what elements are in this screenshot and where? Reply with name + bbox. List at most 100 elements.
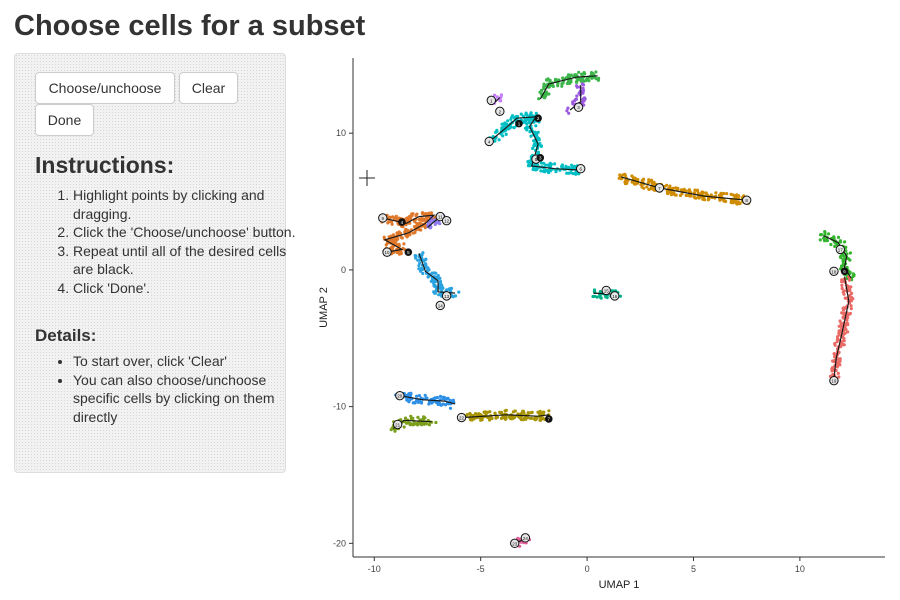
cell-point[interactable] [593,294,597,298]
cell-point[interactable] [474,412,478,416]
cell-point[interactable] [722,199,726,203]
cell-point[interactable] [421,417,425,421]
cell-point[interactable] [680,192,684,196]
cell-point[interactable] [530,410,534,414]
cell-point[interactable] [684,193,688,198]
cell-point[interactable] [521,409,526,413]
cell-point[interactable] [842,339,846,343]
cell-point[interactable] [567,111,571,115]
cell-point[interactable] [436,276,440,281]
cell-point[interactable] [433,222,437,227]
cell-point[interactable] [509,117,513,121]
cell-point[interactable] [418,221,422,225]
cell-point[interactable] [445,396,449,400]
cell-point[interactable] [424,396,428,400]
cell-point[interactable] [541,169,546,173]
cell-point[interactable] [571,100,575,104]
cell-point[interactable] [642,186,646,190]
cell-point[interactable] [852,274,856,278]
cell-point[interactable] [848,251,853,255]
cell-point[interactable] [497,138,501,142]
cell-point[interactable] [391,250,395,255]
cell-point[interactable] [534,111,538,115]
cell-point[interactable] [397,244,401,248]
cell-point[interactable] [848,270,852,274]
cell-point[interactable] [738,201,742,206]
cell-point[interactable] [404,217,408,221]
cell-point[interactable] [833,244,837,248]
cell-point[interactable] [849,304,853,308]
cell-point[interactable] [538,409,542,413]
cell-point[interactable] [574,80,579,84]
cell-point[interactable] [511,416,515,420]
cell-point[interactable] [732,200,736,204]
cell-point[interactable] [525,122,529,126]
cell-point[interactable] [503,124,507,128]
cell-point[interactable] [469,418,473,422]
cell-point[interactable] [416,421,420,425]
cell-point[interactable] [561,81,565,85]
cell-point[interactable] [411,212,415,216]
cell-point[interactable] [837,333,842,337]
cell-point[interactable] [418,261,422,265]
cell-point[interactable] [837,375,841,379]
cell-point[interactable] [846,322,850,327]
cell-point[interactable] [419,400,424,404]
cell-point[interactable] [687,194,691,198]
cell-point[interactable] [416,415,420,419]
cell-point[interactable] [565,109,569,113]
cell-point[interactable] [537,137,541,141]
cell-point[interactable] [837,357,841,361]
cell-point[interactable] [525,113,529,117]
cell-point[interactable] [841,278,845,282]
cell-point[interactable] [526,160,530,164]
cell-point[interactable] [430,401,434,405]
cell-point[interactable] [438,284,442,288]
cell-point[interactable] [844,249,848,253]
cell-point[interactable] [566,106,570,110]
cell-point[interactable] [417,267,421,271]
cell-point[interactable] [842,289,846,293]
cell-point[interactable] [547,171,551,175]
cell-point[interactable] [841,335,845,339]
cell-point[interactable] [531,167,535,172]
cell-point[interactable] [441,396,445,401]
cell-point[interactable] [421,251,425,255]
cell-point[interactable] [536,152,540,156]
cell-point[interactable] [403,416,408,420]
cell-point[interactable] [843,331,847,335]
cell-point[interactable] [535,416,539,420]
cell-point[interactable] [570,163,574,167]
cell-point[interactable] [416,258,420,262]
cell-point[interactable] [583,72,587,76]
cell-point[interactable] [528,164,532,168]
cell-point[interactable] [846,330,850,334]
done-button[interactable]: Done [35,104,94,136]
cell-point[interactable] [679,188,683,192]
cell-point[interactable] [623,173,627,177]
cell-point[interactable] [434,287,439,291]
cell-point[interactable] [488,417,492,421]
cell-point[interactable] [574,73,578,77]
cell-point[interactable] [451,295,455,299]
cell-point[interactable] [707,197,711,201]
cell-point[interactable] [524,126,528,130]
cell-point[interactable] [519,112,523,116]
cell-point[interactable] [827,232,831,236]
cell-point[interactable] [390,222,394,226]
cell-point[interactable] [734,201,738,205]
cell-point[interactable] [429,226,433,230]
cell-point[interactable] [835,365,839,369]
cell-point[interactable] [408,423,412,427]
cell-point[interactable] [423,226,427,230]
cell-point[interactable] [402,242,406,246]
cell-point[interactable] [414,256,418,260]
cell-point[interactable] [832,352,836,356]
cell-point[interactable] [590,76,595,80]
cell-point[interactable] [547,409,551,413]
cell-point[interactable] [422,415,426,419]
cell-point[interactable] [421,267,425,272]
cell-point[interactable] [439,287,443,291]
cell-point[interactable] [472,417,476,421]
cell-point[interactable] [434,400,439,405]
